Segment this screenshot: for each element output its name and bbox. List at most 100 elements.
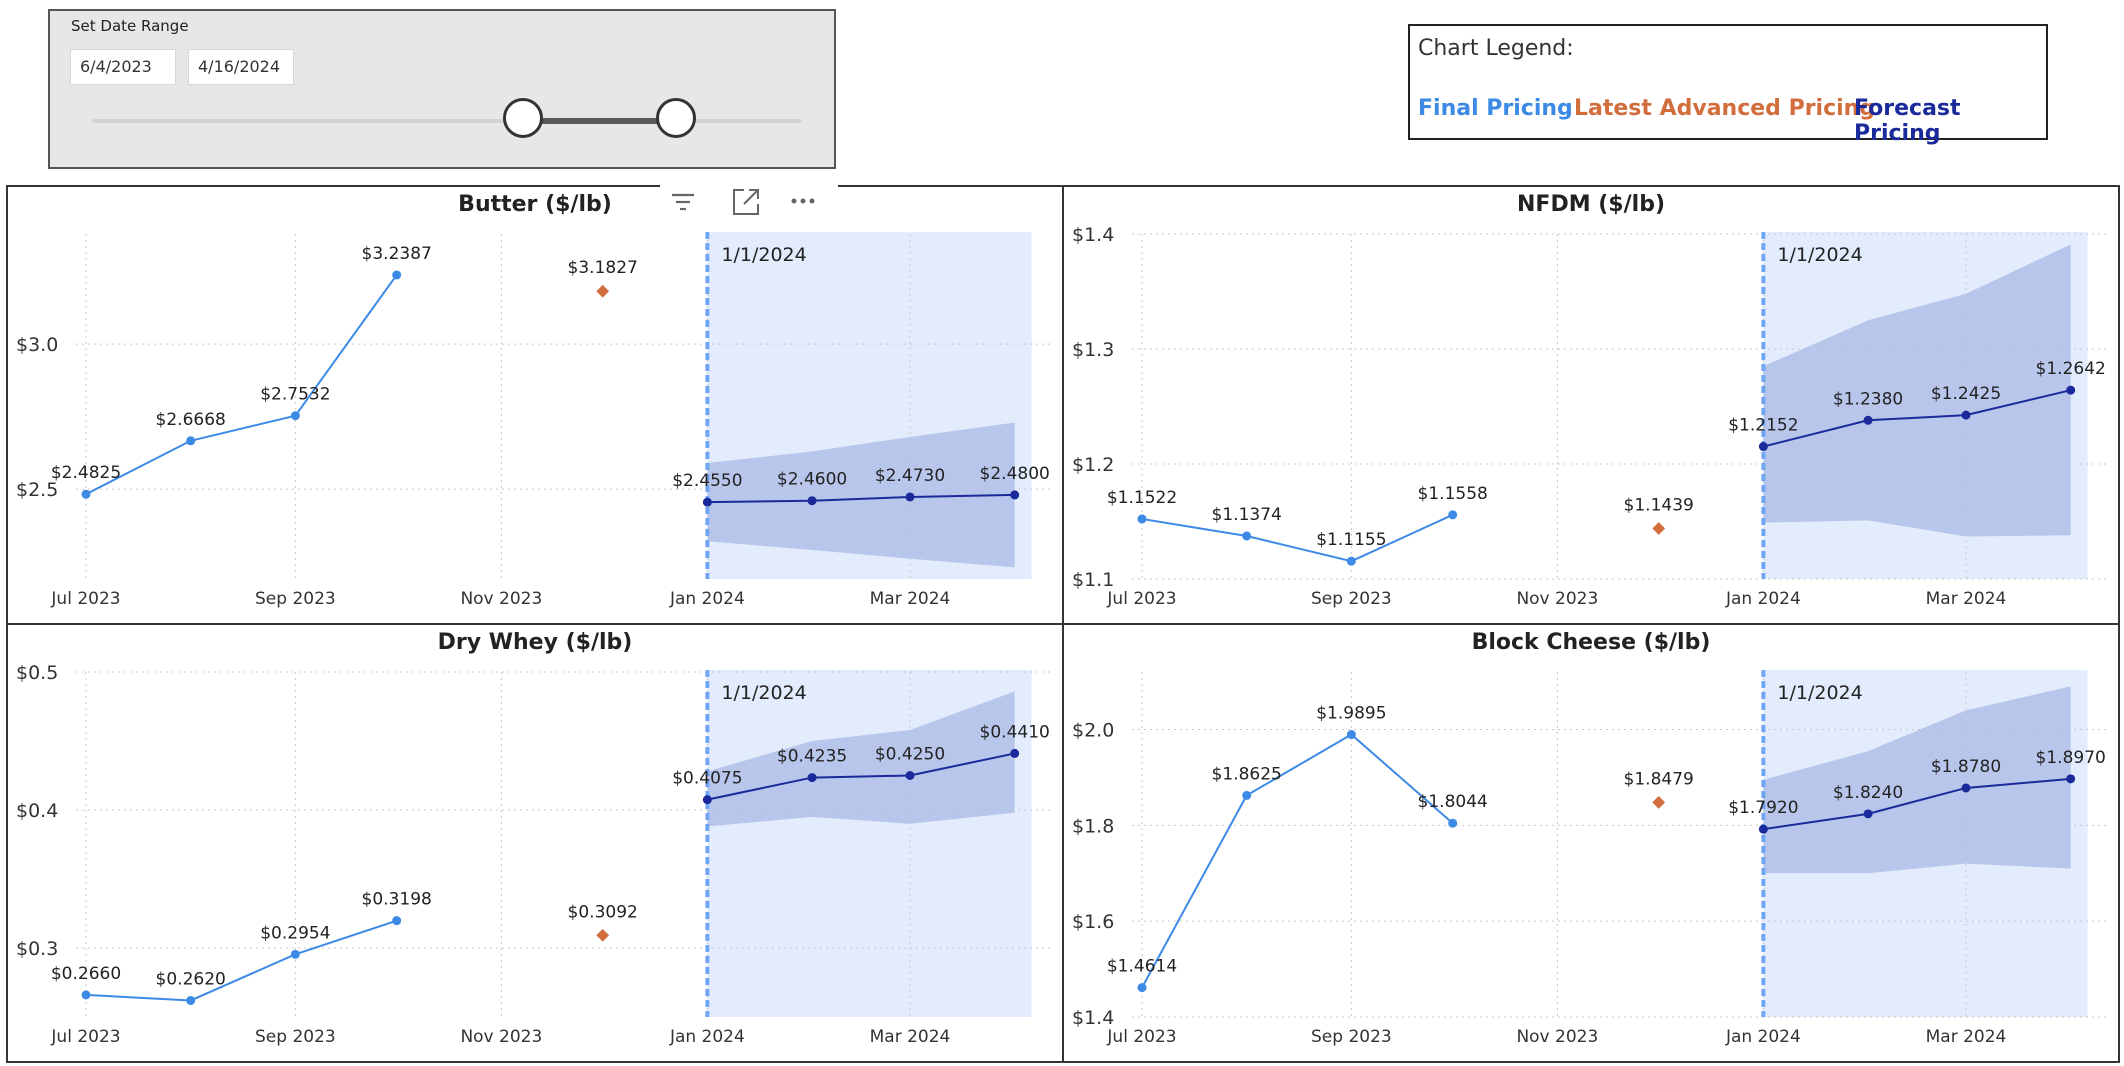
final-pricing-point <box>1448 818 1458 828</box>
y-tick-label: $0.5 <box>16 662 58 684</box>
slider-start-handle[interactable] <box>503 98 543 138</box>
forecast-pricing-data-label: $1.8780 <box>1931 757 2001 777</box>
butter-chart: 1/1/2024 Jul 2023 Sep 2023 Nov 2023 Jan 2024… <box>16 232 1052 609</box>
forecast-pricing-data-label: $0.4410 <box>980 722 1050 742</box>
legend-title: Chart Legend: <box>1418 36 1574 61</box>
forecast-pricing-data-label: $1.8240 <box>1833 783 1903 803</box>
forecast-pricing-point <box>807 496 817 506</box>
forecast-pricing-point <box>1010 748 1020 758</box>
forecast-pricing-data-label: $2.4600 <box>777 470 847 490</box>
end-date-input[interactable]: 4/16/2024 <box>188 49 294 85</box>
x-tick-label: Mar 2024 <box>1926 589 2007 609</box>
final-pricing-point <box>392 270 402 280</box>
y-tick-label: $2.5 <box>16 479 58 501</box>
forecast-pricing-point <box>2066 385 2076 395</box>
forecast-pricing-data-label: $2.4550 <box>672 471 742 491</box>
final-pricing-point <box>1242 531 1252 541</box>
slider-track[interactable] <box>92 119 802 123</box>
forecast-pricing-point <box>1010 490 1020 500</box>
x-tick-label: Jul 2023 <box>50 589 120 609</box>
final-pricing-point <box>1137 514 1147 524</box>
final-pricing-data-label: $0.3198 <box>362 890 432 910</box>
forecast-band <box>707 422 1015 568</box>
y-tick-label: $0.4 <box>16 800 58 822</box>
final-pricing-data-label: $1.1522 <box>1107 488 1177 508</box>
forecast-band <box>1763 244 2071 537</box>
forecast-band <box>1763 686 2071 874</box>
dry-whey-chart-panel: Dry Whey ($/lb) 1/1/2024 Jul 2023 Sep 2023… <box>6 623 1064 1063</box>
x-tick-label: Jul 2023 <box>1106 589 1176 609</box>
legend-latest-advanced-pricing: Latest Advanced Pricing <box>1574 96 1876 121</box>
start-date-input[interactable]: 6/4/2023 <box>70 49 176 85</box>
focus-mode-button[interactable] <box>724 182 768 220</box>
filter-button[interactable] <box>660 182 704 220</box>
x-tick-label: Mar 2024 <box>870 589 951 609</box>
forecast-pricing-data-label: $1.2152 <box>1728 416 1798 436</box>
x-tick-label: Mar 2024 <box>1926 1027 2007 1047</box>
y-tick-label: $0.3 <box>16 938 58 960</box>
x-tick-label: Nov 2023 <box>1516 589 1598 609</box>
final-pricing-point <box>392 916 402 926</box>
forecast-pricing-point <box>702 497 712 507</box>
final-pricing-data-label: $1.9895 <box>1316 704 1386 724</box>
forecast-pricing-data-label: $0.4250 <box>875 745 945 765</box>
x-tick-label: Sep 2023 <box>1311 1027 1392 1047</box>
x-tick-label: Sep 2023 <box>255 1027 336 1047</box>
forecast-pricing-data-label: $1.2425 <box>1931 384 2001 404</box>
y-tick-label: $1.8 <box>1072 815 1114 837</box>
final-pricing-data-label: $2.7532 <box>260 385 330 405</box>
advanced-pricing-point <box>596 928 610 942</box>
block-cheese-chart-panel: Block Cheese ($/lb) 1/1/2024 Jul 2023 Sep … <box>1062 623 2120 1063</box>
advanced-pricing-data-label: $3.1827 <box>568 258 638 278</box>
forecast-start-label: 1/1/2024 <box>1777 244 1862 266</box>
final-pricing-data-label: $1.8044 <box>1418 792 1488 812</box>
final-pricing-data-label: $0.2954 <box>260 923 330 943</box>
final-pricing-point <box>186 995 196 1005</box>
forecast-pricing-data-label: $1.2642 <box>2036 359 2106 379</box>
forecast-pricing-point <box>905 771 915 780</box>
final-pricing-point <box>290 411 300 421</box>
x-tick-label: Jul 2023 <box>50 1027 120 1047</box>
x-tick-label: Nov 2023 <box>460 589 542 609</box>
slider-end-handle[interactable] <box>656 98 696 138</box>
final-pricing-data-label: $3.2387 <box>362 244 432 264</box>
forecast-pricing-point <box>807 773 817 783</box>
final-pricing-point <box>81 990 91 1000</box>
forecast-pricing-data-label: $2.4800 <box>980 464 1050 484</box>
advanced-pricing-data-label: $1.8479 <box>1624 769 1694 789</box>
more-options-icon <box>791 198 815 204</box>
final-pricing-line <box>85 274 398 496</box>
x-tick-label: Sep 2023 <box>1311 589 1392 609</box>
final-pricing-data-label: $0.2620 <box>156 969 226 989</box>
final-pricing-point <box>1448 510 1458 520</box>
forecast-pricing-line <box>707 752 1015 801</box>
y-tick-label: $1.6 <box>1072 911 1114 933</box>
slicer-title: Set Date Range <box>71 17 189 35</box>
y-tick-label: $2.0 <box>1072 720 1114 742</box>
forecast-band <box>707 691 1015 827</box>
x-tick-label: Nov 2023 <box>460 1027 542 1047</box>
chart-title: Butter ($/lb) <box>458 192 612 217</box>
forecast-pricing-line <box>707 493 1015 504</box>
forecast-pricing-point <box>1961 410 1971 420</box>
forecast-pricing-point <box>1863 415 1873 425</box>
forecast-pricing-point <box>1863 809 1873 819</box>
final-pricing-line <box>1141 733 1454 989</box>
dry-whey-chart: 1/1/2024 Jul 2023 Sep 2023 Nov 2023 Jan 2024… <box>16 662 1052 1047</box>
y-tick-label: $3.0 <box>16 334 58 356</box>
forecast-pricing-point <box>905 492 915 502</box>
forecast-pricing-data-label: $1.2380 <box>1833 389 1903 409</box>
more-options-button[interactable] <box>782 182 826 220</box>
block-cheese-chart: 1/1/2024 Jul 2023 Sep 2023 Nov 2023 Jan 2024… <box>1072 670 2108 1047</box>
slider-selected-range <box>525 118 677 124</box>
final-pricing-data-label: $2.6668 <box>156 410 226 430</box>
final-pricing-data-label: $1.4614 <box>1107 957 1177 977</box>
x-tick-label: Jan 2024 <box>669 1027 745 1047</box>
forecast-pricing-data-label: $2.4730 <box>875 466 945 486</box>
x-tick-label: Nov 2023 <box>1516 1027 1598 1047</box>
final-pricing-point <box>290 949 300 959</box>
forecast-start-label: 1/1/2024 <box>1777 682 1862 704</box>
final-pricing-point <box>81 489 91 499</box>
x-tick-label: Mar 2024 <box>870 1027 951 1047</box>
chart-title: Dry Whey ($/lb) <box>437 630 633 655</box>
